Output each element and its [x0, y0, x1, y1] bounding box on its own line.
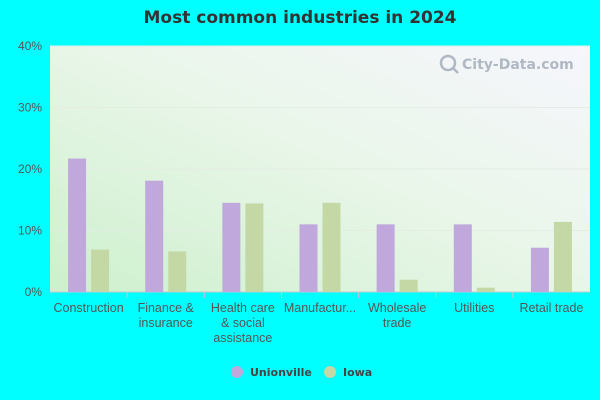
bar-iowa-5	[476, 287, 495, 292]
bar-iowa-0	[91, 249, 110, 292]
watermark: City-Data.com	[439, 54, 574, 74]
y-tick-label: 20%	[18, 162, 42, 176]
x-tick-label: trade	[383, 316, 412, 330]
y-axis: 0% 10% 20% 30% 40%	[18, 39, 590, 299]
x-tick-label: Utilities	[454, 301, 494, 315]
x-tick-label: Wholesale	[368, 301, 426, 315]
x-tick-label: Finance &	[138, 301, 195, 315]
watermark-magnifier-icon	[439, 54, 457, 72]
bar-unionville-1	[145, 180, 164, 292]
legend-swatch-iowa	[324, 366, 336, 378]
bar-iowa-3	[322, 202, 341, 292]
bar-unionville-4	[376, 224, 395, 292]
bar-unionville-0	[68, 158, 87, 292]
legend-label-iowa: Iowa	[343, 366, 372, 379]
chart-title: Most common industries in 2024	[143, 8, 457, 28]
y-tick-label: 30%	[18, 101, 42, 115]
x-tick-label: & social	[221, 316, 265, 330]
x-tick-label: assistance	[213, 331, 272, 345]
bar-iowa-2	[245, 203, 264, 292]
bar-iowa-1	[168, 251, 187, 292]
y-tick-label: 10%	[18, 224, 42, 238]
gridlines	[50, 45, 590, 231]
legend-label-unionville: Unionville	[250, 366, 312, 379]
bar-iowa-6	[553, 221, 572, 292]
y-tick-label: 0%	[25, 285, 43, 299]
x-tick-label: Manufactur...	[284, 301, 356, 315]
x-axis: Construction Finance &insurance Health car…	[53, 292, 583, 345]
bar-iowa-4	[399, 279, 418, 292]
x-tick-label: Health care	[211, 301, 275, 315]
y-tick-label: 40%	[18, 39, 42, 53]
bar-unionville-2	[222, 202, 241, 292]
bar-unionville-3	[299, 224, 318, 292]
x-tick-label: Retail trade	[519, 301, 583, 315]
x-tick-label: insurance	[139, 316, 193, 330]
bar-unionville-6	[530, 247, 549, 292]
watermark-text: City-Data.com	[462, 57, 574, 73]
x-tick-label: Construction	[53, 301, 123, 315]
bars	[68, 158, 572, 292]
legend-swatch-unionville	[231, 366, 243, 378]
legend: Unionville Iowa	[231, 366, 372, 379]
bar-unionville-5	[453, 224, 472, 292]
